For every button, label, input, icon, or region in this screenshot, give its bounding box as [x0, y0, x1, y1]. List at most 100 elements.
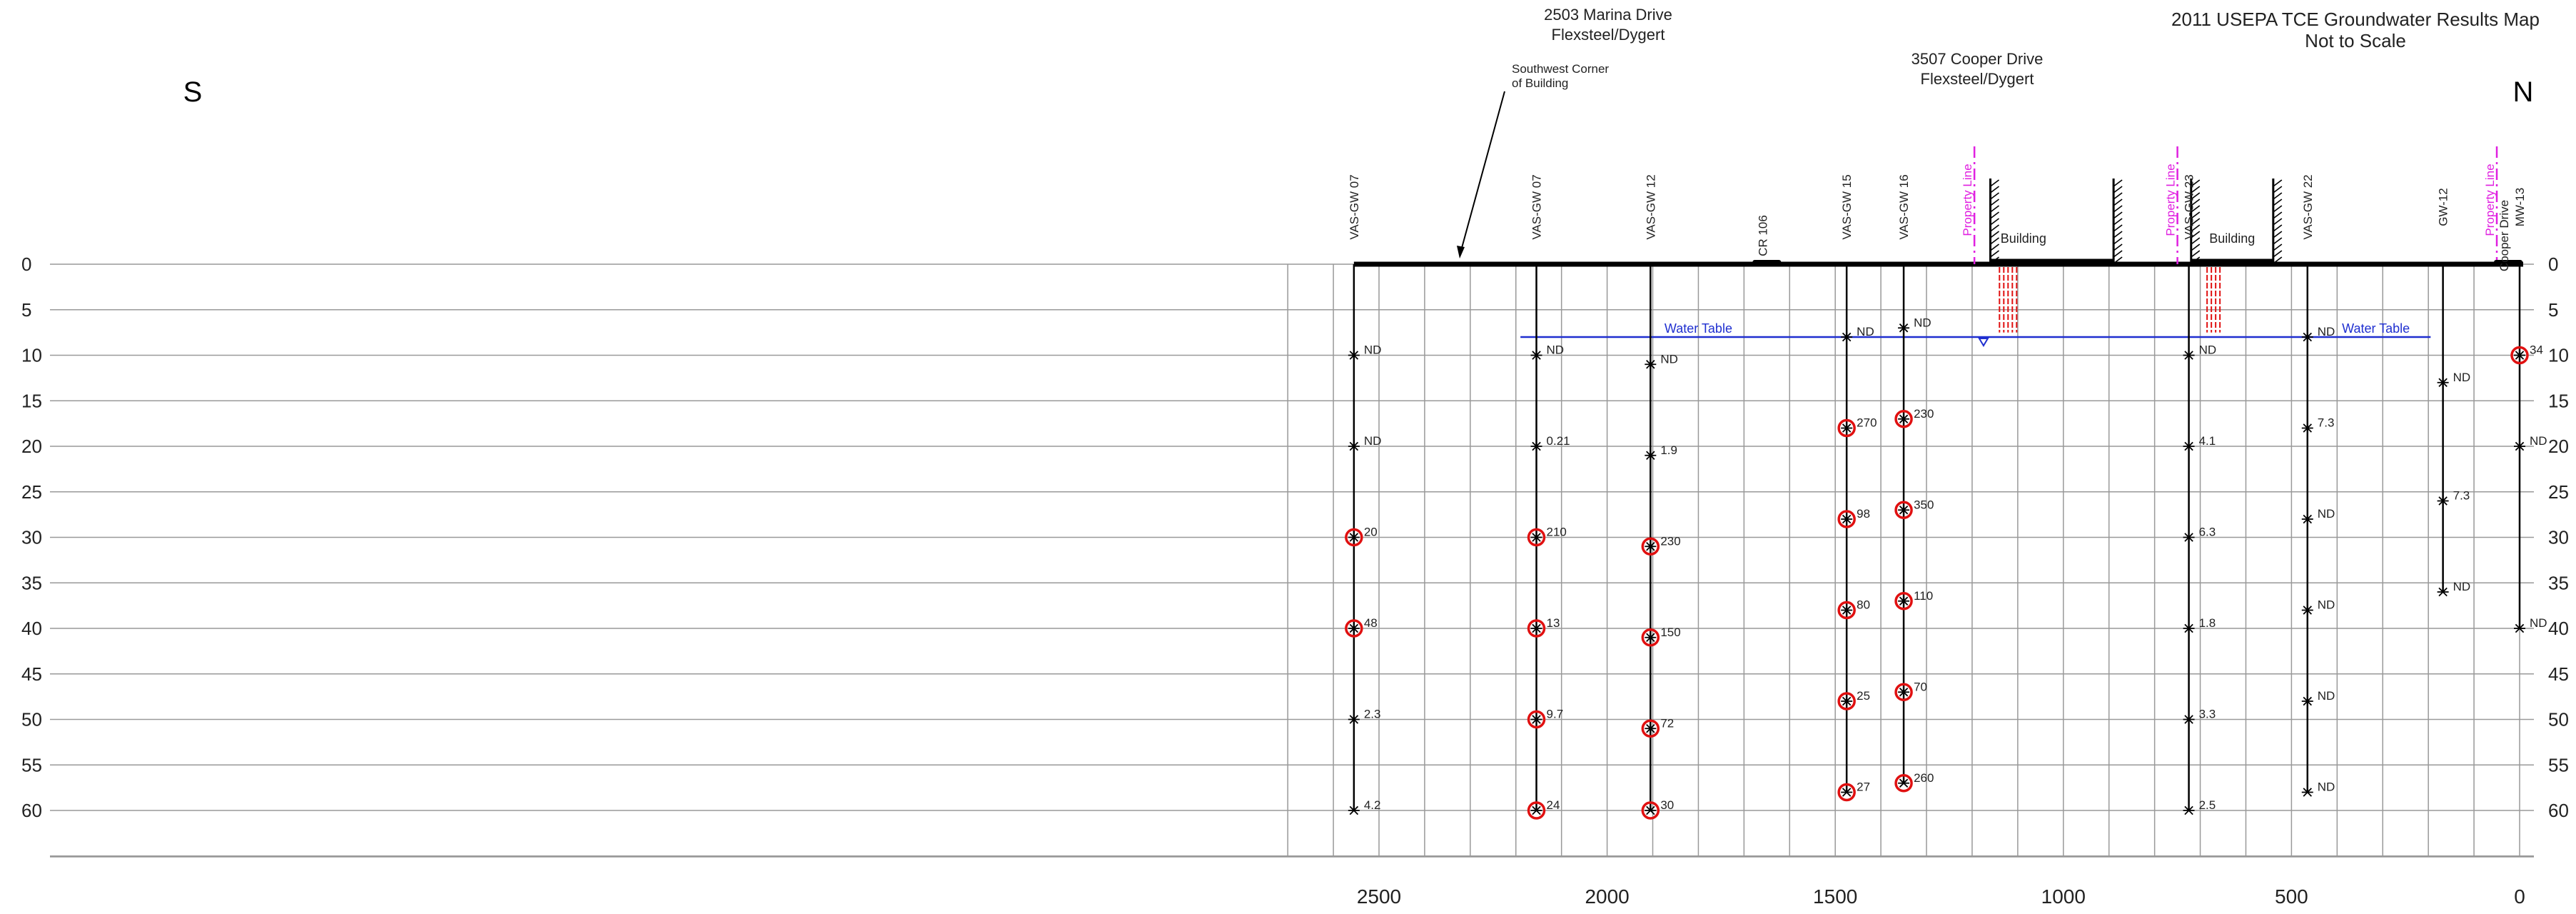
sample-value-label: 7.3	[2318, 416, 2335, 430]
sample-value-label: 1.8	[2199, 616, 2216, 630]
sample-mark	[1532, 805, 1541, 815]
wall-hatch	[2191, 224, 2201, 232]
boring-id-label: VAS-GW 16	[1897, 174, 1911, 239]
wall-hatch	[2113, 256, 2123, 264]
wall-hatch	[2191, 256, 2201, 264]
boring-id-label: VAS-GW 07	[1348, 174, 1361, 239]
sample-mark	[1842, 788, 1852, 797]
sample-mark	[2303, 606, 2313, 615]
sample-mark	[1646, 724, 1655, 733]
boring-id-label: GW-12	[2437, 188, 2450, 226]
wall-hatch	[2113, 224, 2123, 232]
exceedance-circle	[2510, 346, 2529, 365]
sample-mark	[2515, 351, 2525, 360]
sample-value-label: 70	[1914, 680, 1927, 693]
sample-value-label: 210	[1547, 526, 1567, 539]
wall-hatch	[1990, 186, 2000, 194]
sample-value-label: 72	[1660, 716, 1674, 730]
wall-hatch	[2113, 231, 2123, 238]
sample-mark	[1899, 506, 1909, 515]
callout-label: Southwest Corner	[1512, 62, 1609, 76]
y-tick-label-left: 60	[21, 800, 42, 821]
y-tick-label-left: 0	[21, 253, 31, 275]
sample-mark	[2184, 623, 2193, 633]
wall-hatch	[2191, 179, 2201, 187]
y-tick-label-right: 25	[2548, 481, 2569, 503]
y-tick-label-right: 60	[2548, 800, 2569, 821]
y-tick-label-left: 55	[21, 754, 42, 775]
sample-value-label: ND	[1364, 434, 1382, 448]
road-marker	[1752, 260, 1782, 265]
exceedance-circle	[1641, 801, 1660, 820]
sample-mark	[2184, 351, 2193, 360]
exceedance-circle	[1527, 528, 1546, 547]
exceedance-circle	[1837, 783, 1856, 802]
sample-mark	[2303, 696, 2313, 706]
map-title: 2011 USEPA TCE Groundwater Results Map N…	[2156, 9, 2555, 51]
wall-hatch	[1990, 237, 2000, 245]
wall-hatch	[1990, 199, 2000, 206]
callout-leader	[1459, 91, 1505, 256]
north-label: N	[2513, 76, 2534, 108]
wall-hatch	[1990, 211, 2000, 219]
y-tick-label-left: 5	[21, 299, 31, 321]
sample-value-label: 4.2	[1364, 798, 1381, 812]
sample-mark	[2303, 788, 2313, 797]
water-table-label-left: Water Table	[1665, 321, 1732, 336]
exceedance-circle	[1527, 801, 1546, 820]
y-tick-label-right: 10	[2548, 345, 2569, 366]
sample-value-label: 24	[1547, 798, 1560, 812]
sample-mark	[1349, 533, 1359, 542]
exceedance-circle	[1894, 592, 1913, 611]
wall-hatch	[2113, 186, 2123, 194]
sample-mark	[1899, 414, 1909, 423]
sample-value-label: 7.3	[2453, 489, 2470, 503]
exceedance-circle	[1345, 528, 1363, 547]
callout-label: of Building	[1512, 76, 1568, 90]
sample-mark	[1899, 778, 1909, 788]
wall-hatch	[2273, 199, 2283, 206]
exceedance-circle	[1894, 774, 1913, 793]
boring-id-label: VAS-GW 15	[1840, 174, 1854, 239]
address-label: 2503 Marina Drive	[1544, 6, 1672, 24]
road-marker	[2494, 260, 2523, 265]
sample-value-label: ND	[2318, 780, 2335, 794]
road-label: Cooper Drive	[2497, 200, 2511, 271]
wall-hatch	[2273, 250, 2283, 258]
wall-hatch	[1990, 205, 2000, 213]
wall-hatch	[1990, 256, 2000, 264]
sample-mark	[1646, 451, 1655, 460]
sample-mark	[1899, 688, 1909, 697]
wall-hatch	[2273, 218, 2283, 226]
sample-value-label: 25	[1857, 689, 1870, 703]
exceedance-circle	[1527, 710, 1546, 729]
y-tick-label-right: 35	[2548, 572, 2569, 593]
exceedance-circle	[1641, 719, 1660, 738]
boring-id-label: VAS-GW 12	[1644, 174, 1657, 239]
x-tick-label: 500	[2275, 885, 2308, 908]
wall-hatch	[2273, 192, 2283, 200]
sample-mark	[1532, 351, 1541, 360]
sample-mark	[2438, 587, 2448, 597]
exceedance-circle	[1837, 601, 1856, 620]
address-label: Flexsteel/Dygert	[1552, 26, 1665, 44]
sample-value-label: ND	[1857, 325, 1874, 338]
exceedance-circle	[1837, 510, 1856, 528]
exceedance-circle	[1641, 628, 1660, 647]
wall-hatch	[1990, 192, 2000, 200]
wall-hatch	[2191, 211, 2201, 219]
sample-value-label: 27	[1857, 780, 1870, 794]
sample-value-label: 3.3	[2199, 708, 2216, 721]
wall-hatch	[1990, 224, 2000, 232]
property-line-label: Property Line	[2483, 164, 2497, 236]
map-title-text: 2011 USEPA TCE Groundwater Results Map	[2171, 9, 2540, 30]
y-tick-label-right: 5	[2548, 299, 2558, 321]
sample-mark	[1349, 351, 1359, 360]
sample-mark	[1646, 805, 1655, 815]
sample-mark	[2303, 423, 2313, 433]
wall-hatch	[2191, 186, 2201, 194]
building-label: Building	[2209, 231, 2255, 246]
y-tick-label-left: 15	[21, 390, 42, 411]
sample-value-label: 0.21	[1547, 434, 1570, 448]
